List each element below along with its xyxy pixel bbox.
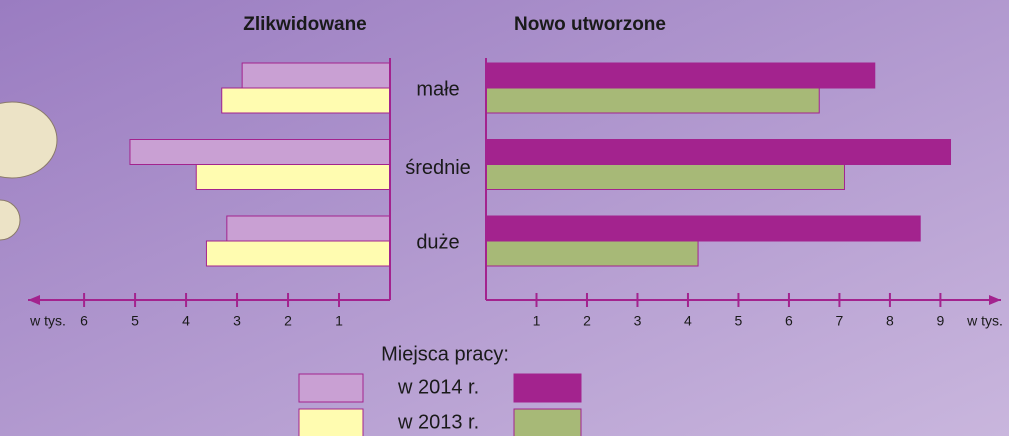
- bar: [196, 165, 390, 190]
- x-tick-label: 7: [836, 313, 844, 329]
- legend-swatch: [299, 374, 363, 402]
- bar: [486, 88, 819, 113]
- chart: Miejsca pracy: Zlikwidowane 1 2 3 4 5 6 w tys. N…: [0, 0, 1009, 436]
- bar: [486, 216, 920, 241]
- x-tick-label: 9: [937, 313, 945, 329]
- x-tick-label: 1: [533, 313, 541, 329]
- legend-swatch: [514, 374, 581, 402]
- x-tick-label: 2: [284, 313, 292, 329]
- x-tick-label: 8: [886, 313, 894, 329]
- bar: [206, 241, 390, 266]
- bar: [242, 63, 390, 88]
- category-label: duże: [416, 231, 459, 253]
- bar: [227, 216, 390, 241]
- x-tick-label: 5: [131, 313, 139, 329]
- legend-title: Miejsca pracy:: [381, 343, 509, 365]
- panel-title: Zlikwidowane: [243, 14, 367, 35]
- axis-label: w tys.: [966, 313, 1003, 329]
- panel-title: Nowo utworzone: [514, 14, 666, 35]
- legend-label: w 2014 r.: [397, 376, 479, 398]
- bar: [486, 241, 698, 266]
- x-tick-label: 5: [735, 313, 743, 329]
- bar: [222, 88, 390, 113]
- axis-label: w tys.: [29, 313, 66, 329]
- category-label: małe: [416, 78, 459, 100]
- legend-swatch: [514, 409, 581, 436]
- x-tick-label: 6: [785, 313, 793, 329]
- x-tick-label: 1: [335, 313, 343, 329]
- x-tick-label: 6: [80, 313, 88, 329]
- x-tick-label: 2: [583, 313, 591, 329]
- category-label: średnie: [405, 157, 471, 179]
- bar: [130, 140, 390, 165]
- bar: [486, 140, 951, 165]
- legend-swatch: [299, 409, 363, 436]
- legend-label: w 2013 r.: [397, 411, 479, 433]
- bar: [486, 165, 844, 190]
- bar: [486, 63, 875, 88]
- x-tick-label: 4: [182, 313, 190, 329]
- x-tick-label: 3: [233, 313, 241, 329]
- x-tick-label: 4: [684, 313, 692, 329]
- x-tick-label: 3: [634, 313, 642, 329]
